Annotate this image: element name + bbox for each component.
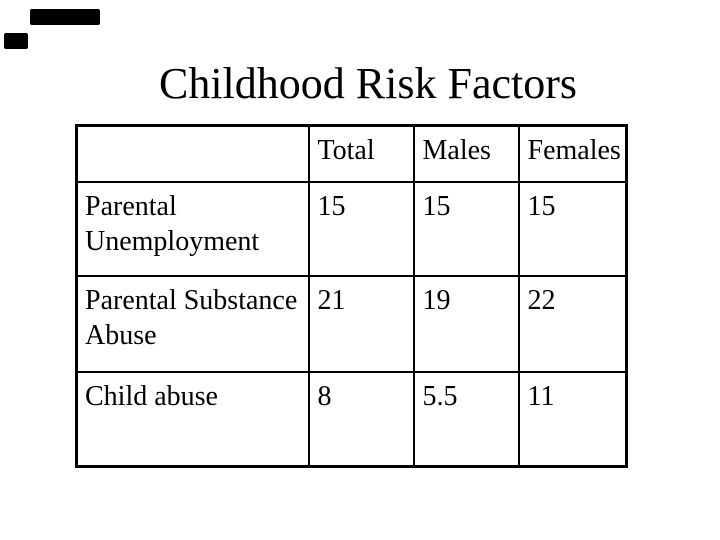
table-row: Child abuse 8 5.5 11: [75, 370, 628, 468]
cell-males: 5.5: [412, 370, 520, 468]
table-header-males: Males: [412, 124, 520, 183]
table-header-total: Total: [307, 124, 415, 183]
corner-artifact-1: [30, 9, 100, 25]
table-header-blank: [75, 124, 310, 183]
corner-artifact-2: [4, 33, 28, 49]
cell-males: 15: [412, 180, 520, 277]
table-header-females: Females: [517, 124, 628, 183]
cell-total: 15: [307, 180, 415, 277]
row-label: Parental Unemployment: [75, 180, 310, 277]
risk-factors-table: Total Males Females Parental Unemploymen…: [75, 124, 628, 468]
slide-title: Childhood Risk Factors: [158, 59, 578, 108]
row-label: Child abuse: [75, 370, 310, 468]
table-header-row: Total Males Females: [75, 124, 628, 183]
cell-females: 22: [517, 274, 628, 373]
cell-females: 11: [517, 370, 628, 468]
cell-total: 21: [307, 274, 415, 373]
row-label: Parental Substance Abuse: [75, 274, 310, 373]
table-row: Parental Unemployment 15 15 15: [75, 180, 628, 277]
cell-total: 8: [307, 370, 415, 468]
cell-males: 19: [412, 274, 520, 373]
table-row: Parental Substance Abuse 21 19 22: [75, 274, 628, 373]
cell-females: 15: [517, 180, 628, 277]
